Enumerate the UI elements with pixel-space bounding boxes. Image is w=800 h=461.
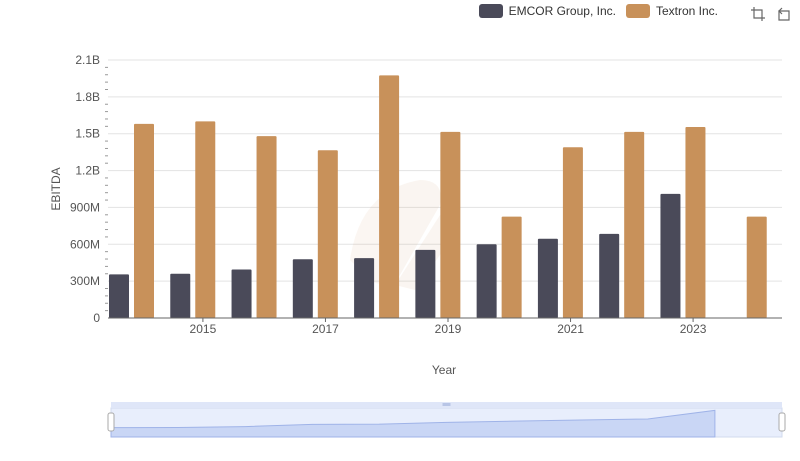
bar-emcor-2018 (354, 258, 375, 318)
bar-textron-2016 (256, 136, 277, 318)
bar-textron-2017 (317, 150, 338, 318)
y-tick-label: 300M (70, 274, 100, 288)
bar-textron-2021 (562, 147, 583, 318)
bar-textron-2024 (746, 216, 767, 318)
y-tick-label: 1.2B (75, 164, 100, 178)
legend: EMCOR Group, Inc. Textron Inc. (478, 4, 718, 18)
y-axis-label: EBITDA (49, 167, 63, 210)
legend-item-textron[interactable]: Textron Inc. (625, 4, 718, 18)
y-tick-label: 900M (70, 200, 100, 214)
x-tick-label: 2021 (557, 322, 584, 336)
toolbox (750, 6, 792, 22)
data-zoom-slider[interactable] (107, 402, 786, 438)
x-tick-label: 2015 (190, 322, 217, 336)
bar-emcor-2016 (231, 269, 252, 318)
bar-emcor-2022 (599, 233, 620, 318)
bar-textron-2019 (440, 131, 461, 318)
legend-swatch-textron (625, 4, 650, 18)
y-tick-label: 2.1B (75, 53, 100, 67)
zoom-grip (442, 403, 451, 406)
bar-emcor-2014 (109, 274, 129, 318)
zoom-handle-right[interactable] (778, 412, 786, 432)
legend-item-emcor[interactable]: EMCOR Group, Inc. (478, 4, 616, 18)
legend-label-textron: Textron Inc. (655, 4, 718, 18)
bar-textron-2014 (134, 123, 154, 318)
bar-emcor-2023 (660, 193, 681, 318)
data-zoom-icon[interactable] (750, 6, 766, 22)
zoom-reset-icon[interactable] (776, 6, 792, 22)
bar-textron-2023 (685, 126, 706, 318)
y-tick-label: 1.5B (75, 127, 100, 141)
bar-emcor-2019 (415, 249, 436, 318)
legend-label-emcor: EMCOR Group, Inc. (508, 4, 616, 18)
bar-textron-2020 (501, 216, 522, 318)
bars (109, 75, 767, 318)
x-tick-label: 2023 (680, 322, 707, 336)
bar-textron-2015 (195, 121, 216, 318)
bar-emcor-2015 (170, 273, 191, 318)
bar-emcor-2017 (292, 259, 313, 318)
x-tick-label: 2017 (312, 322, 339, 336)
zoom-preview-area (110, 409, 716, 438)
bar-textron-2018 (379, 75, 400, 318)
y-tick-label: 1.8B (75, 90, 100, 104)
x-axis-label: Year (432, 363, 456, 377)
bar-emcor-2021 (537, 238, 558, 318)
axes: 0 300M 600M 900M 1.2B 1.5B 1.8B 2.1B 2015 2017 201… (70, 53, 782, 336)
x-tick-label: 2019 (435, 322, 462, 336)
bar-textron-2022 (624, 131, 645, 318)
zoom-handle-left[interactable] (107, 412, 115, 432)
bar-emcor-2020 (476, 244, 497, 318)
legend-swatch-emcor (478, 4, 503, 18)
y-tick-label: 0 (93, 311, 100, 325)
y-tick-label: 600M (70, 237, 100, 251)
